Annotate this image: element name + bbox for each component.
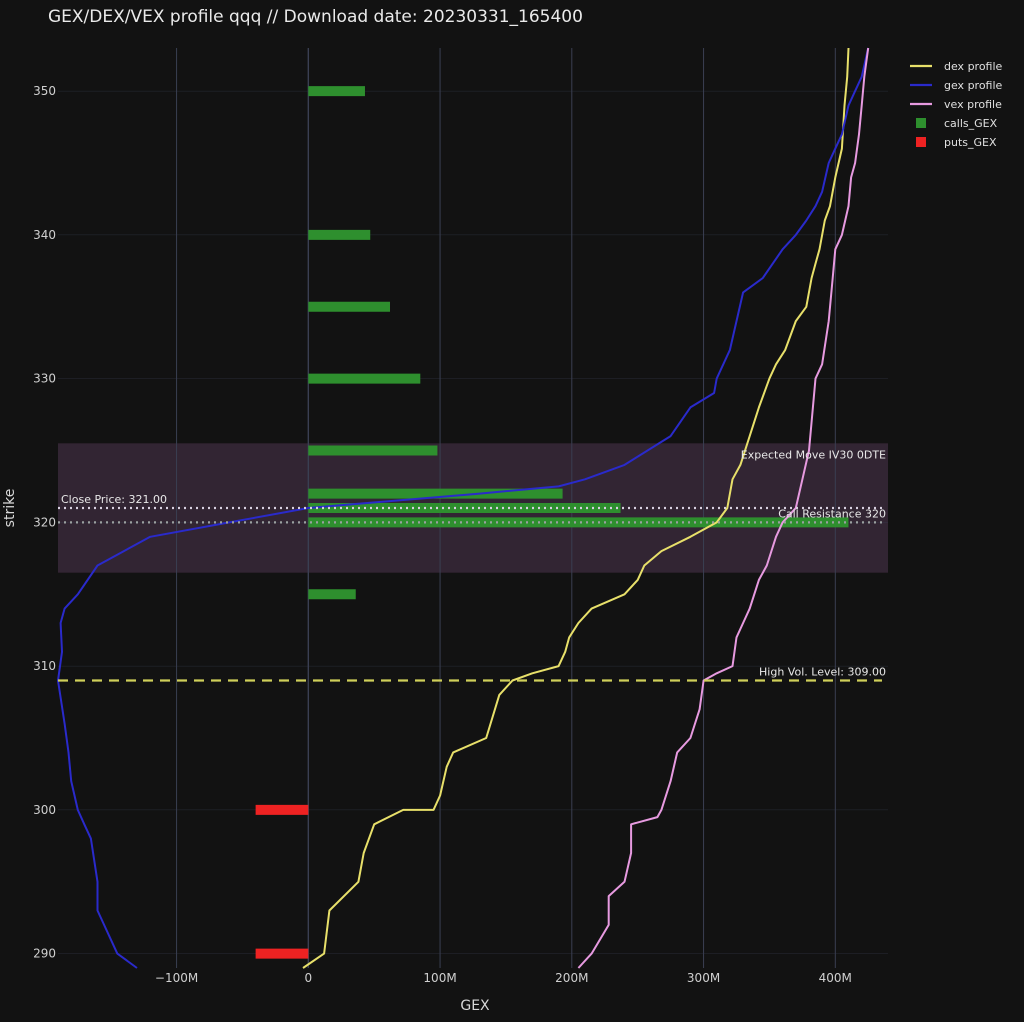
calls-gex-bar: [308, 517, 849, 528]
legend-label-puts_GEX: puts_GEX: [944, 136, 997, 149]
y-tick-label: 320: [33, 515, 56, 529]
calls-gex-bar: [308, 589, 356, 600]
calls-gex-bar: [308, 86, 365, 97]
x-tick-label: 300M: [687, 971, 720, 985]
y-tick-label: 330: [33, 372, 56, 386]
x-axis-title: GEX: [460, 998, 490, 1014]
y-tick-label: 310: [33, 659, 56, 673]
y-tick-label: 350: [33, 84, 56, 98]
puts-gex-bar: [255, 948, 309, 959]
x-tick-label: 400M: [819, 971, 852, 985]
vex-profile-line: [577, 47, 870, 969]
puts-gex-bar: [255, 804, 309, 815]
legend-label-gex-profile: gex profile: [944, 79, 1003, 92]
close-price-321-00-label: Close Price: 321.00: [61, 493, 167, 506]
expected-move-iv30-0dte-label: Expected Move IV30 0DTE: [741, 448, 886, 461]
chart-title: GEX/DEX/VEX profile qqq // Download date…: [48, 7, 583, 27]
call-resistance-320-label: Call Resistance 320: [778, 507, 886, 520]
calls-gex-bar: [308, 503, 621, 513]
high-vol-level-309-00-label: High Vol. Level: 309.00: [759, 666, 886, 679]
calls-gex-bar: [308, 488, 563, 499]
legend-swatch-puts_GEX: [916, 137, 926, 147]
y-tick-label: 300: [33, 803, 56, 817]
gex-profile-line: [57, 47, 870, 969]
legend-swatch-calls_GEX: [916, 118, 926, 128]
legend-label-vex-profile: vex profile: [944, 98, 1002, 111]
x-tick-label: 0: [304, 971, 312, 985]
calls-gex-bar: [308, 301, 390, 312]
y-tick-label: 290: [33, 947, 56, 961]
legend-label-calls_GEX: calls_GEX: [944, 117, 998, 130]
y-axis-title: strike: [2, 489, 18, 528]
x-tick-label: 200M: [555, 971, 588, 985]
calls-gex-bar: [308, 373, 421, 384]
calls-gex-bar: [308, 229, 371, 240]
dex-profile-line: [302, 47, 850, 969]
y-tick-label: 340: [33, 228, 56, 242]
x-tick-label: −100M: [155, 971, 198, 985]
x-tick-label: 100M: [423, 971, 456, 985]
legend-label-dex-profile: dex profile: [944, 60, 1003, 73]
calls-gex-bar: [308, 445, 438, 456]
